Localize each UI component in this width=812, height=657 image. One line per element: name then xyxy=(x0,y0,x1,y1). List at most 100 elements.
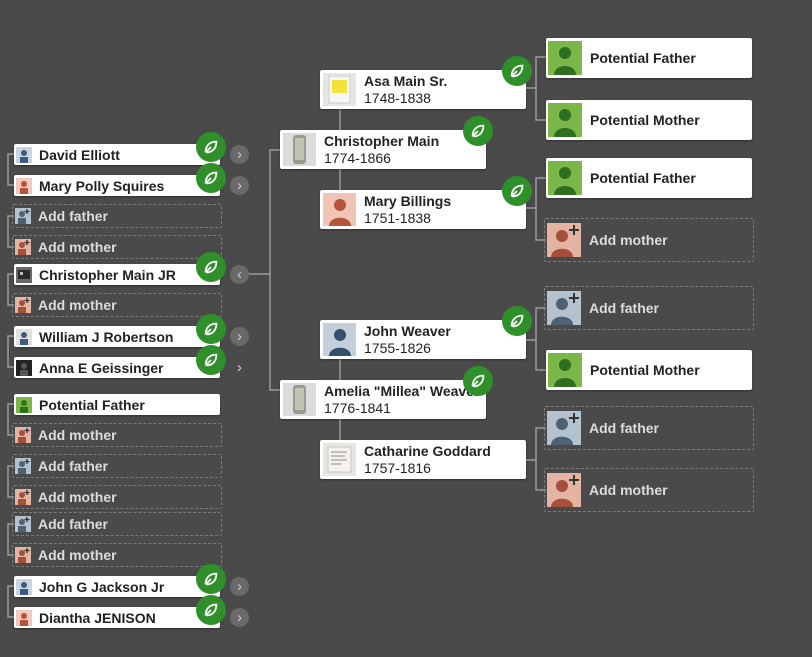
male-avatar-icon xyxy=(16,328,32,345)
add-person-label: Add mother xyxy=(589,482,668,498)
person-name: William J Robertson xyxy=(39,328,174,345)
person-card-asa-main-sr[interactable]: Asa Main Sr. 1748-1838 xyxy=(320,70,526,109)
add-person-label: Add mother xyxy=(38,297,117,313)
leaf-icon[interactable] xyxy=(196,564,226,594)
male-avatar-icon xyxy=(16,146,32,163)
potential-mother-card[interactable]: Potential Mother xyxy=(546,100,752,140)
add-person-label: Add mother xyxy=(38,547,117,563)
person-name: Mary Billings xyxy=(364,192,452,209)
add-mother-card[interactable]: Add mother xyxy=(544,468,754,512)
person-name: Christopher Main xyxy=(324,132,440,149)
leaf-icon[interactable] xyxy=(463,366,493,396)
add-person-label: Add father xyxy=(38,458,108,474)
person-name: Christopher Main JR xyxy=(39,266,176,283)
leaf-icon[interactable] xyxy=(502,176,532,206)
potential-person-icon xyxy=(548,103,582,137)
add-mother-card[interactable]: Add mother xyxy=(12,293,222,317)
person-name: Amelia "Millea" Weaver xyxy=(324,382,480,399)
add-father-card[interactable]: Add father xyxy=(12,204,222,228)
person-card-catharine-goddard[interactable]: Catharine Goddard 1757-1816 xyxy=(320,440,526,479)
person-card-william-j-robertson[interactable]: William J Robertson xyxy=(14,326,220,347)
person-dates: 1751-1838 xyxy=(364,209,431,226)
person-dates: 1774-1866 xyxy=(324,149,391,166)
person-card-john-g-jackson-jr[interactable]: John G Jackson Jr xyxy=(14,576,220,597)
person-card-john-weaver[interactable]: John Weaver 1755-1826 xyxy=(320,320,526,359)
person-plus-icon xyxy=(547,473,581,507)
add-person-label: Add father xyxy=(38,516,108,532)
chevron-left-icon[interactable]: ‹ xyxy=(230,265,249,284)
add-mother-card[interactable]: Add mother xyxy=(12,235,222,259)
person-card-diantha-jenison[interactable]: Diantha JENISON xyxy=(14,607,220,628)
person-plus-icon xyxy=(15,297,31,313)
add-mother-card[interactable]: Add mother xyxy=(12,423,222,447)
potential-father-card[interactable]: Potential Father xyxy=(546,38,752,78)
person-name: John Weaver xyxy=(364,322,451,339)
add-father-card[interactable]: Add father xyxy=(12,454,222,478)
person-dates: 1776-1841 xyxy=(324,399,391,416)
person-card-david-elliott[interactable]: David Elliott xyxy=(14,144,220,165)
person-card-anna-e-geissinger[interactable]: Anna E Geissinger xyxy=(14,357,220,378)
add-father-card[interactable]: Add father xyxy=(12,512,222,536)
person-card-amelia-weaver[interactable]: Amelia "Millea" Weaver 1776-1841 xyxy=(280,380,486,419)
leaf-icon[interactable] xyxy=(502,306,532,336)
chevron-right-icon[interactable]: › xyxy=(230,176,249,195)
potential-father-card[interactable]: Potential Father xyxy=(14,394,220,415)
person-name: Asa Main Sr. xyxy=(364,72,448,89)
person-dates: 1755-1826 xyxy=(364,339,431,356)
potential-person-icon xyxy=(548,41,582,75)
person-name: Potential Mother xyxy=(590,112,700,128)
chevron-right-icon[interactable]: › xyxy=(237,359,242,376)
person-plus-icon xyxy=(547,223,581,257)
person-card-mary-polly-squires[interactable]: Mary Polly Squires xyxy=(14,175,220,196)
leaf-icon[interactable] xyxy=(196,595,226,625)
add-person-label: Add mother xyxy=(38,489,117,505)
potential-father-card[interactable]: Potential Father xyxy=(546,158,752,198)
person-dates: 1757-1816 xyxy=(364,459,431,476)
add-mother-card[interactable]: Add mother xyxy=(12,485,222,509)
person-dates: 1748-1838 xyxy=(364,89,431,106)
add-mother-card[interactable]: Add mother xyxy=(544,218,754,262)
male-avatar-icon xyxy=(323,323,356,356)
leaf-icon[interactable] xyxy=(196,163,226,193)
person-plus-icon xyxy=(15,427,31,443)
add-father-card[interactable]: Add father xyxy=(544,406,754,450)
add-mother-card[interactable]: Add mother xyxy=(12,543,222,567)
person-name: John G Jackson Jr xyxy=(39,578,165,595)
add-person-label: Add mother xyxy=(38,239,117,255)
photo-avatar-icon xyxy=(283,133,316,166)
person-plus-icon xyxy=(15,516,31,532)
person-card-christopher-main[interactable]: Christopher Main 1774-1866 xyxy=(280,130,486,169)
chevron-right-icon[interactable]: › xyxy=(230,608,249,627)
leaf-icon[interactable] xyxy=(463,116,493,146)
photo-avatar-icon xyxy=(16,359,32,376)
person-plus-icon xyxy=(547,411,581,445)
leaf-icon[interactable] xyxy=(196,252,226,282)
person-card-christopher-main-jr[interactable]: Christopher Main JR xyxy=(14,264,220,285)
person-name: Diantha JENISON xyxy=(39,609,156,626)
photo-avatar-icon xyxy=(16,266,32,283)
person-name: Potential Father xyxy=(590,50,696,66)
leaf-icon[interactable] xyxy=(502,56,532,86)
person-name: David Elliott xyxy=(39,146,120,163)
add-person-label: Add mother xyxy=(589,232,668,248)
leaf-icon[interactable] xyxy=(196,132,226,162)
person-name: Anna E Geissinger xyxy=(39,359,164,376)
person-name: Potential Father xyxy=(590,170,696,186)
person-plus-icon xyxy=(15,208,31,224)
chevron-right-icon[interactable]: › xyxy=(230,577,249,596)
chevron-right-icon[interactable]: › xyxy=(230,327,249,346)
person-plus-icon xyxy=(15,239,31,255)
person-name: Mary Polly Squires xyxy=(39,177,165,194)
female-avatar-icon xyxy=(323,193,356,226)
add-father-card[interactable]: Add father xyxy=(544,286,754,330)
leaf-icon[interactable] xyxy=(196,314,226,344)
photo-avatar-icon xyxy=(323,73,356,106)
potential-person-icon xyxy=(548,353,582,387)
person-card-mary-billings[interactable]: Mary Billings 1751-1838 xyxy=(320,190,526,229)
male-avatar-icon xyxy=(16,578,32,595)
chevron-right-icon[interactable]: › xyxy=(230,145,249,164)
person-plus-icon xyxy=(15,489,31,505)
leaf-icon[interactable] xyxy=(196,345,226,375)
potential-mother-card[interactable]: Potential Mother xyxy=(546,350,752,390)
